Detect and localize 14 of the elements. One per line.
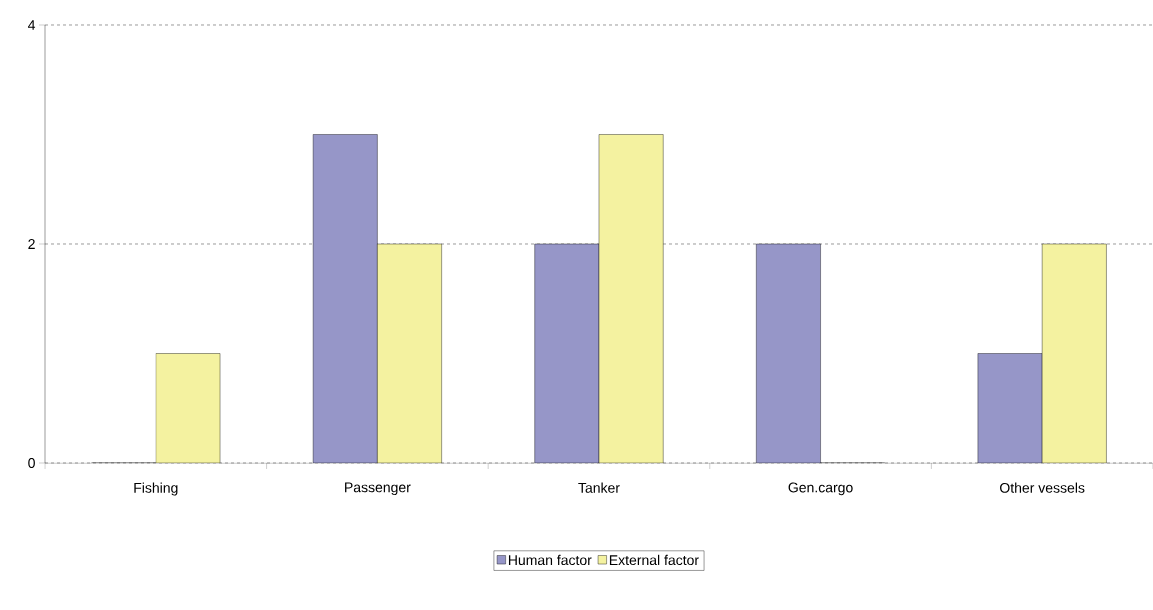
y-tick-label: 0: [28, 458, 35, 468]
bar: [977, 353, 1043, 463]
y-tick-label: 2: [28, 239, 35, 249]
y-tick-label: 4: [27, 20, 36, 30]
x-tick-label: Gen.cargo: [788, 482, 853, 496]
bar: [313, 134, 378, 463]
x-tick-label: Other vessels: [1000, 482, 1085, 493]
x-tick-label: Fishing: [134, 482, 178, 496]
legend-label: Human factor: [508, 554, 592, 566]
legend-label: External factor: [609, 554, 699, 566]
x-tick-label: Tanker: [578, 482, 620, 493]
bar: [534, 244, 599, 463]
x-tick-label: Passenger: [345, 482, 411, 496]
bar: [756, 244, 821, 463]
